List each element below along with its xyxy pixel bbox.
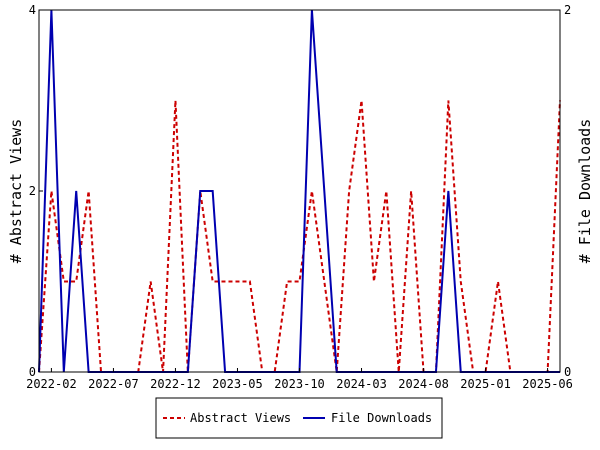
right-axis-title: # File Downloads	[576, 119, 594, 264]
left-y-tick-label: 2	[29, 184, 36, 198]
x-tick-label: 2025-06	[522, 377, 573, 391]
x-tick-label: 2022-07	[88, 377, 139, 391]
x-tick-label: 2024-03	[336, 377, 387, 391]
legend-label-abstract-views: Abstract Views	[190, 411, 291, 425]
left-y-tick-label: 0	[29, 365, 36, 379]
x-tick-label: 2022-12	[150, 377, 201, 391]
right-y-tick-label: 2	[564, 3, 571, 17]
x-tick-label: 2025-01	[460, 377, 511, 391]
x-tick-label: 2023-05	[212, 377, 263, 391]
right-y-tick-label: 0	[564, 365, 571, 379]
x-tick-label: 2023-10	[274, 377, 325, 391]
x-tick-label: 2024-08	[398, 377, 449, 391]
series-layer	[38, 9, 561, 373]
legend-box	[155, 397, 443, 439]
x-tick-label: 2022-02	[26, 377, 77, 391]
legend-label-file-downloads: File Downloads	[331, 411, 432, 425]
legend: Abstract Views File Downloads	[155, 397, 443, 439]
plot-frame	[38, 9, 561, 373]
ticks-layer: 2022-02 2022-07 2022-12 2023-05 2023-10 2024-…	[26, 3, 573, 391]
series-line-file-downloads	[38, 9, 560, 373]
left-y-tick-label: 4	[29, 3, 36, 17]
left-axis-title: # Abstract Views	[7, 119, 25, 264]
series-line-abstract-views	[38, 100, 561, 373]
